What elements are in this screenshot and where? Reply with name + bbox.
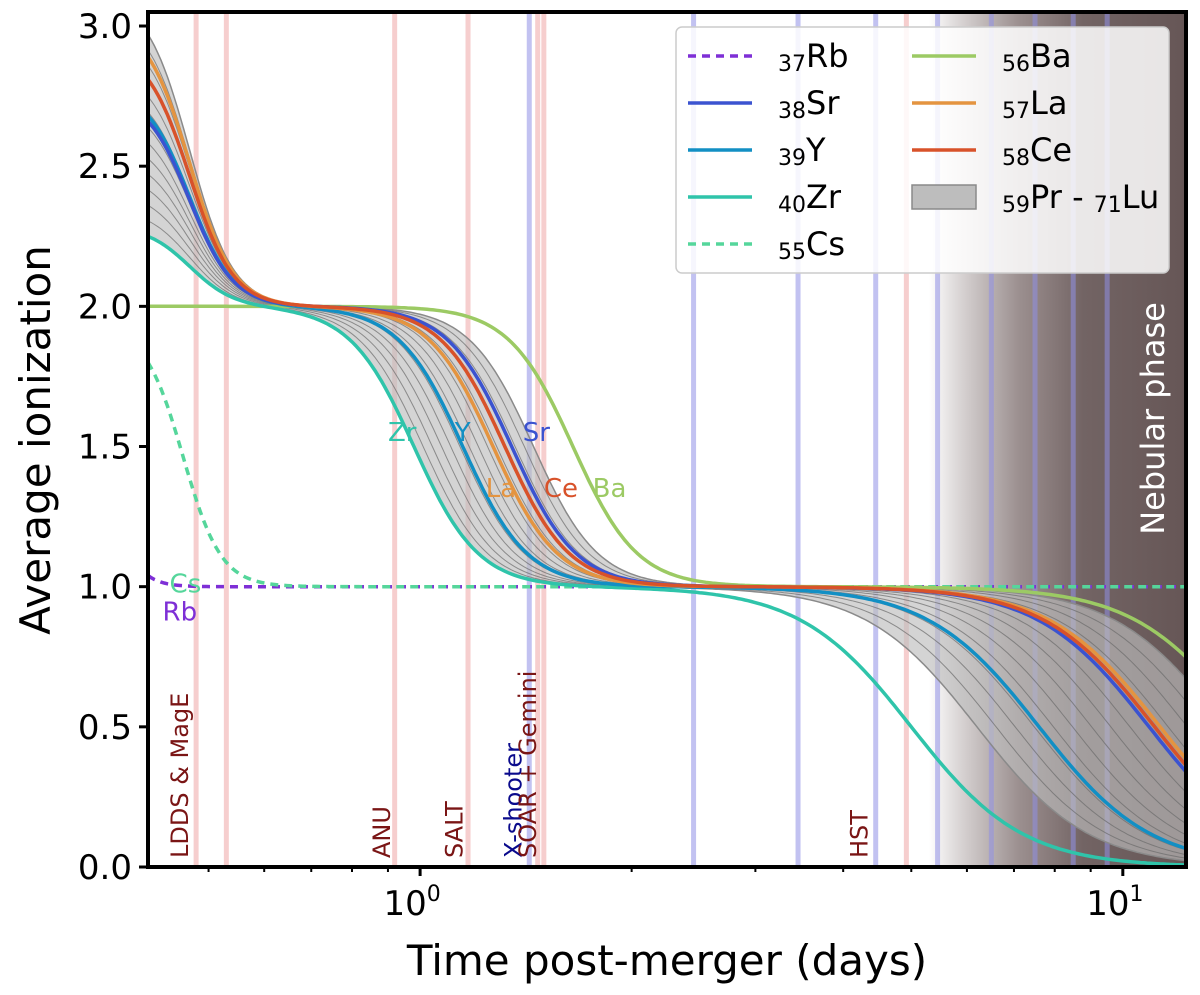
legend-entry-la: 57La <box>1002 84 1067 124</box>
y-tick-label: 2.0 <box>78 287 132 327</box>
curve-label-rb: Rb <box>163 597 198 627</box>
legend-entry-cs: 55Cs <box>778 225 845 265</box>
curve-label-cs: Cs <box>170 569 202 599</box>
observation-line-ldds-mage-0 <box>193 12 199 867</box>
observation-line-soar-gemini-1 <box>541 12 547 867</box>
observation-line-x-shooter-4 <box>935 12 941 867</box>
plot-frame <box>146 10 1188 869</box>
legend-entry-pr: 59Pr - 71Lu <box>1002 178 1159 218</box>
legend-entry-sr: 38Sr <box>778 84 840 124</box>
legend-swatch-band <box>911 184 977 210</box>
curve-label-zr: Zr <box>388 418 417 448</box>
curve-label-la: La <box>486 474 516 504</box>
observation-label-soar-gemini: SOAR + Gemini <box>514 671 542 858</box>
curve-label-ba: Ba <box>593 474 627 504</box>
observation-line-x-shooter-1 <box>691 12 697 867</box>
legend-entry-y: 39Y <box>778 131 826 171</box>
observation-line-ldds-mage-1 <box>223 12 229 867</box>
curve-label-y: Y <box>454 418 471 448</box>
curve-label-sr: Sr <box>523 418 551 448</box>
x-tick-label: 100 <box>383 882 440 924</box>
observation-line-x-shooter-5 <box>988 12 994 867</box>
y-tick-label: 0.0 <box>78 848 132 888</box>
y-axis-label: Average ionization <box>11 245 60 635</box>
y-tick-label: 0.5 <box>78 708 132 748</box>
y-tick-label: 1.5 <box>78 428 132 468</box>
x-axis-label: Time post-merger (days) <box>406 936 927 985</box>
observation-line-x-shooter-3 <box>873 12 879 867</box>
observation-label-salt: SALT <box>441 801 469 858</box>
curve-label-ce: Ce <box>544 474 578 504</box>
y-tick-label: 1.0 <box>78 568 132 608</box>
legend-entry-rb: 37Rb <box>778 37 849 77</box>
observation-line-x-shooter-8 <box>1104 12 1110 867</box>
observation-label-ldds-mage: LDDS & MagE <box>166 693 194 858</box>
observation-line-x-shooter-2 <box>795 12 801 867</box>
observation-label-x-shooter: X-shooter <box>499 743 527 858</box>
legend-entry-ce: 58Ce <box>1002 131 1072 171</box>
annotation-nebular-phase: Nebular phase <box>1134 302 1172 535</box>
observation-label-anu: ANU <box>368 806 396 858</box>
series-line-zr <box>148 234 1186 867</box>
observation-label-hst: HST <box>846 810 874 858</box>
y-tick-label: 3.0 <box>78 7 132 47</box>
legend-entry-zr: 40Zr <box>778 178 842 218</box>
legend-entry-ba: 56Ba <box>1002 37 1072 77</box>
observation-line-soar-gemini-0 <box>535 12 541 867</box>
observation-line-hst-0 <box>903 12 909 867</box>
y-tick-label: 2.5 <box>78 147 132 187</box>
observation-line-x-shooter-7 <box>1070 12 1076 867</box>
series-line-ce <box>148 78 1186 767</box>
observation-line-anu-0 <box>392 12 398 867</box>
series-lines <box>148 55 1186 867</box>
x-tick-label: 101 <box>1086 882 1143 924</box>
legend: 37Rb 38Sr 39Y 40Zr 55Cs 56Ba 57La 58Ce 59Pr - 71… <box>675 26 1170 274</box>
observation-line-x-shooter-6 <box>1032 12 1038 867</box>
